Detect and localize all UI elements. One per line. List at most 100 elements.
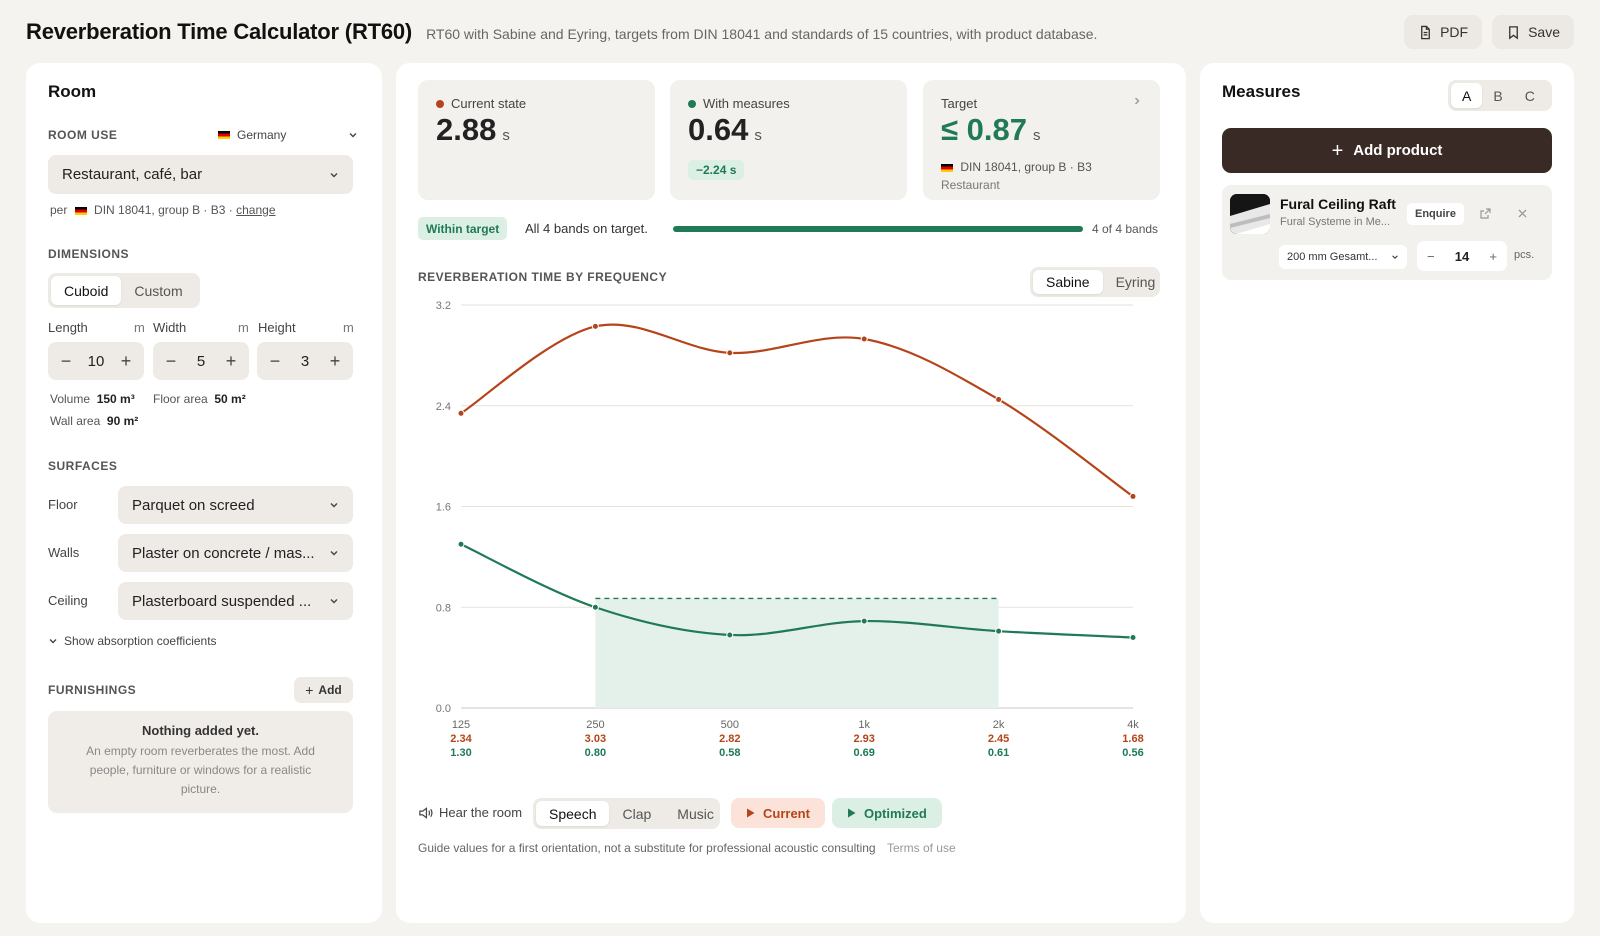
x-tick-label: 4k <box>1127 719 1139 731</box>
minus-icon[interactable]: − <box>60 351 72 371</box>
method-sabine[interactable]: Sabine <box>1033 270 1103 294</box>
width-label: Width <box>153 320 187 335</box>
add-product-label: Add product <box>1353 142 1443 159</box>
page-subtitle: RT60 with Sabine and Eyring, targets fro… <box>426 25 1098 42</box>
plus-icon[interactable]: + <box>120 351 132 371</box>
optimized-value-label: 0.58 <box>719 747 741 759</box>
ceiling-select[interactable]: Plasterboard suspended ... <box>118 582 353 620</box>
enquire-button[interactable]: Enquire <box>1407 203 1464 225</box>
save-button[interactable]: Save <box>1492 15 1574 49</box>
close-icon[interactable] <box>1517 208 1528 219</box>
hear-label-text: Hear the room <box>439 805 523 820</box>
current-value-label: 3.03 <box>584 733 607 745</box>
volume-info: Volume 150 m³ <box>50 392 135 406</box>
delta-badge: −2.24 s <box>688 160 745 180</box>
method-eyring[interactable]: Eyring <box>1115 274 1156 290</box>
terms-link[interactable]: Terms of use <box>886 841 956 855</box>
play-optimized-button[interactable]: Optimized <box>832 798 942 828</box>
germany-flag-icon <box>218 131 230 139</box>
current-data-point <box>726 349 734 357</box>
variant-a[interactable]: A <box>1451 83 1483 108</box>
shape-custom[interactable]: Custom <box>134 282 183 299</box>
product-maker: Fural Systeme in Me... <box>1280 216 1391 228</box>
variant-c[interactable]: C <box>1524 87 1535 104</box>
ceiling-value: Plasterboard suspended ... <box>132 592 312 610</box>
measures-panel: Measures A B C + Add product Fural Ceili… <box>1200 63 1574 923</box>
y-tick-label: 3.2 <box>436 300 451 312</box>
shape-cuboid[interactable]: Cuboid <box>51 276 122 305</box>
status-badge: Within target <box>418 217 508 240</box>
method-toggle: Sabine Eyring <box>1030 267 1160 297</box>
minus-icon[interactable]: − <box>269 351 281 371</box>
chevron-right-icon <box>1135 97 1140 105</box>
length-value[interactable]: 10 <box>87 352 105 370</box>
floor-select[interactable]: Parquet on screed <box>118 486 353 524</box>
variant-toggle: A B C <box>1448 80 1552 111</box>
page-title: Reverberation Time Calculator (RT60) <box>26 19 413 44</box>
bookmark-icon <box>1509 25 1518 39</box>
chart-title: Reverberation time by frequency <box>418 270 668 284</box>
product-thumbnail <box>1230 194 1270 234</box>
target-value: ≤ 0.87 s <box>941 112 1040 148</box>
add-product-button[interactable]: + Add product <box>1222 128 1552 173</box>
add-furnishing-button[interactable]: + Add <box>294 677 353 703</box>
with-measures-card: With measures 0.64 s −2.24 s <box>670 80 907 200</box>
bands-progress-track <box>673 226 1083 232</box>
minus-icon[interactable]: − <box>1427 248 1435 264</box>
pdf-button[interactable]: PDF <box>1404 15 1483 49</box>
length-unit: m <box>134 320 145 335</box>
country-select[interactable]: Germany <box>214 126 358 144</box>
product-qty-value[interactable]: 14 <box>1454 248 1470 264</box>
product-qty-stepper: − 14 + <box>1417 241 1507 271</box>
target-use: Restaurant <box>941 178 1000 192</box>
sound-speech[interactable]: Speech <box>536 801 610 826</box>
frequency-column: 125 2.34 1.30 <box>436 718 486 760</box>
optimized-value-label: 1.30 <box>450 747 472 759</box>
plus-icon[interactable]: + <box>1489 248 1497 264</box>
minus-icon[interactable]: − <box>165 351 177 371</box>
floor-label: Floor <box>48 497 78 512</box>
x-tick-label: 250 <box>586 719 605 731</box>
current-data-point <box>457 409 465 417</box>
country-value: Germany <box>237 128 287 142</box>
current-state-card: Current state 2.88 s <box>418 80 655 200</box>
external-link-icon[interactable] <box>1479 207 1492 220</box>
product-card: Fural Ceiling Raft Fural Systeme in Me..… <box>1222 185 1552 280</box>
optimized-data-point <box>1129 633 1137 641</box>
change-link[interactable]: change <box>236 203 276 217</box>
target-unit: s <box>1032 127 1041 144</box>
height-unit: m <box>343 320 354 335</box>
measures-label: With measures <box>703 96 790 111</box>
wall-area-value: 90 m² <box>106 414 139 428</box>
play-current-button[interactable]: Current <box>731 798 825 828</box>
bands-progress-fill <box>673 226 1083 232</box>
floor-area-label: Floor area <box>153 392 208 406</box>
variant-b[interactable]: B <box>1493 87 1503 104</box>
room-use-select[interactable]: Restaurant, café, bar <box>48 155 353 194</box>
x-tick-label: 125 <box>451 719 471 731</box>
width-unit: m <box>238 320 249 335</box>
walls-select[interactable]: Plaster on concrete / mas... <box>118 534 353 572</box>
shape-toggle: Cuboid Custom <box>48 273 200 308</box>
current-unit: s <box>502 127 510 144</box>
play-optimized-label: Optimized <box>864 805 927 821</box>
plus-icon[interactable]: + <box>225 351 237 371</box>
add-label: Add <box>318 683 342 697</box>
plus-icon[interactable]: + <box>329 351 341 371</box>
sound-music[interactable]: Music <box>677 805 714 822</box>
current-value-label: 2.93 <box>853 733 875 745</box>
product-variant-select[interactable]: 200 mm Gesamt... <box>1279 245 1407 269</box>
plus-icon: + <box>1331 139 1344 162</box>
wall-area-info: Wall area 90 m² <box>50 414 138 428</box>
show-absorption-toggle[interactable]: Show absorption coefficients <box>48 634 217 648</box>
target-card[interactable]: Target ≤ 0.87 s DIN 18041, group B · B3 R… <box>923 80 1160 200</box>
y-tick-label: 2.4 <box>436 401 451 413</box>
length-stepper: − 10 + <box>48 342 144 380</box>
floor-area-info: Floor area 50 m² <box>153 392 246 406</box>
current-data-point <box>591 322 599 330</box>
width-value[interactable]: 5 <box>196 352 206 370</box>
height-value[interactable]: 3 <box>300 352 310 370</box>
footer-disclaimer: Guide values for a first orientation, no… <box>418 841 956 855</box>
frequency-column: 4k 1.68 0.56 <box>1108 718 1158 760</box>
sound-clap[interactable]: Clap <box>622 805 652 822</box>
